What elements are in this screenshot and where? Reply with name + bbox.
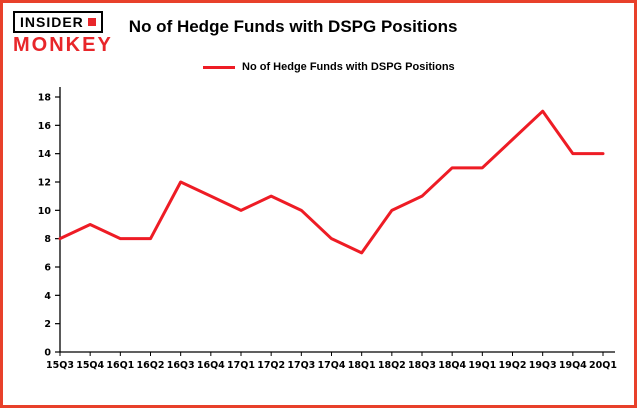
svg-text:12: 12 [38, 178, 51, 189]
svg-text:17Q1: 17Q1 [227, 360, 255, 371]
svg-text:16Q4: 16Q4 [197, 360, 225, 371]
legend: No of Hedge Funds with DSPG Positions [203, 61, 455, 73]
svg-text:8: 8 [44, 234, 51, 245]
svg-text:15Q4: 15Q4 [76, 360, 104, 371]
logo-red-square-icon [87, 18, 96, 26]
svg-text:17Q3: 17Q3 [287, 360, 315, 371]
svg-text:19Q2: 19Q2 [499, 360, 527, 371]
svg-text:6: 6 [44, 263, 51, 274]
svg-text:19Q3: 19Q3 [529, 360, 557, 371]
insider-monkey-logo: INSIDER MONKEY [13, 11, 113, 55]
logo-insider-box: INSIDER [13, 11, 103, 33]
svg-text:15Q3: 15Q3 [46, 360, 74, 371]
svg-text:16Q2: 16Q2 [137, 360, 165, 371]
svg-text:20Q1: 20Q1 [589, 360, 617, 371]
svg-text:19Q4: 19Q4 [559, 360, 587, 371]
svg-text:19Q1: 19Q1 [468, 360, 496, 371]
logo-monkey-text: MONKEY [13, 34, 113, 56]
svg-text:18Q3: 18Q3 [408, 360, 436, 371]
svg-text:18Q4: 18Q4 [438, 360, 466, 371]
svg-text:14: 14 [38, 149, 52, 160]
svg-text:18Q2: 18Q2 [378, 360, 406, 371]
svg-text:10: 10 [38, 206, 52, 217]
legend-line-marker [203, 65, 235, 69]
header: INSIDER MONKEY No of Hedge Funds with DS… [13, 11, 624, 55]
svg-text:17Q2: 17Q2 [257, 360, 285, 371]
svg-text:16Q1: 16Q1 [106, 360, 134, 371]
svg-text:0: 0 [44, 348, 51, 359]
svg-text:16: 16 [38, 121, 52, 132]
svg-text:18: 18 [38, 93, 52, 104]
svg-text:2: 2 [44, 319, 51, 330]
svg-text:18Q1: 18Q1 [348, 360, 376, 371]
legend-label: No of Hedge Funds with DSPG Positions [242, 61, 455, 73]
svg-text:4: 4 [44, 291, 51, 302]
svg-text:17Q4: 17Q4 [318, 360, 346, 371]
chart-title: No of Hedge Funds with DSPG Positions [128, 17, 458, 36]
svg-text:16Q3: 16Q3 [167, 360, 195, 371]
logo-insider-text: INSIDER [20, 14, 84, 30]
